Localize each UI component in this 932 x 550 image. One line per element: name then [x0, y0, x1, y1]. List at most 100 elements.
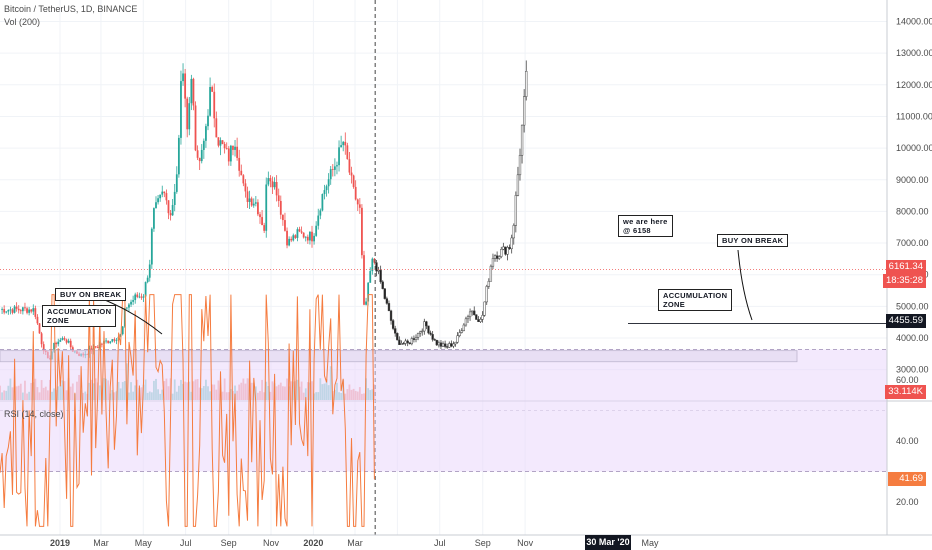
- candle-body: [113, 339, 116, 341]
- candle-body: [489, 265, 493, 282]
- time-tick-label: Nov: [517, 538, 534, 548]
- last-price-tag: 6161.34: [885, 260, 926, 274]
- candle-body: [1, 309, 3, 310]
- candle-body: [381, 281, 384, 289]
- time-tick-label: Jul: [434, 538, 446, 548]
- candle-body: [61, 338, 64, 340]
- time-tick-label: 2019: [50, 538, 70, 548]
- candle-body: [342, 141, 345, 146]
- candle-body: [271, 181, 274, 188]
- candle-body: [421, 330, 424, 333]
- candle-body: [321, 194, 324, 211]
- we-are-here-note[interactable]: we are here @ 6158: [618, 215, 673, 237]
- candle-body: [456, 335, 459, 343]
- candle-body: [281, 214, 284, 221]
- candle-body: [286, 230, 288, 246]
- candle-body: [215, 118, 218, 138]
- candle-body: [296, 229, 299, 238]
- candle-body: [371, 258, 374, 272]
- candle-body: [173, 191, 176, 205]
- buy-on-break-note-right[interactable]: BUY ON BREAK: [717, 234, 789, 247]
- candle-body: [227, 148, 230, 162]
- candle-body: [387, 303, 391, 312]
- candle-body: [309, 231, 311, 241]
- candle-body: [265, 184, 268, 231]
- candle-body: [263, 225, 266, 231]
- candle-body: [306, 236, 309, 241]
- price-lines: [0, 0, 887, 535]
- candle-body: [319, 210, 322, 216]
- candle-body: [425, 321, 428, 327]
- candle-body: [186, 98, 189, 130]
- time-tick-label: Sep: [475, 538, 491, 548]
- candle-body: [240, 170, 243, 176]
- candle-body: [504, 246, 507, 255]
- note-line: BUY ON BREAK: [722, 236, 784, 245]
- candle-body: [13, 306, 16, 313]
- candle-body: [257, 202, 259, 215]
- candle-body: [184, 73, 187, 99]
- candle-body: [55, 342, 58, 345]
- candle-body: [128, 304, 130, 308]
- candle-body: [471, 310, 474, 313]
- candle-body: [69, 340, 72, 348]
- candle-body: [109, 341, 112, 343]
- candle-body: [284, 220, 286, 231]
- candle-body: [435, 339, 438, 346]
- symbol-legend[interactable]: Bitcoin / TetherUS, 1D, BINANCE: [4, 4, 138, 14]
- time-tick-label: Mar: [347, 538, 363, 548]
- candle-body: [19, 310, 22, 312]
- candle-body: [485, 286, 488, 303]
- time-tick-label: May: [641, 538, 659, 548]
- candle-body: [466, 316, 470, 320]
- candle-body: [198, 157, 201, 162]
- candle-body: [477, 319, 480, 323]
- time-tick-label: Mar: [93, 538, 109, 548]
- price-tick-label: 7000.00: [896, 238, 929, 248]
- candle-body: [150, 228, 153, 265]
- price-tick-label: 3000.00: [896, 365, 929, 375]
- candle-body: [427, 325, 430, 334]
- candle-body: [311, 231, 313, 242]
- candle-body: [171, 204, 174, 216]
- buy-on-break-note-left[interactable]: BUY ON BREAK: [55, 288, 127, 301]
- candle-body: [498, 256, 501, 259]
- candle-body: [481, 315, 484, 320]
- rsi-tick-label: 40.00: [896, 436, 919, 446]
- candle-body: [161, 191, 164, 195]
- candle-body: [202, 140, 205, 150]
- candle-body: [290, 238, 293, 241]
- candle-body: [396, 333, 399, 341]
- candle-body: [448, 343, 451, 348]
- candle-body: [254, 202, 257, 204]
- time-tick-label: Sep: [221, 538, 237, 548]
- candle-body: [157, 198, 159, 203]
- candle-body: [292, 235, 295, 241]
- note-line: ACCUMULATION: [663, 291, 728, 300]
- candle-body: [167, 200, 170, 214]
- price-tick-label: 13000.00: [896, 48, 932, 58]
- candle-body: [142, 296, 145, 298]
- accumulation-zone-note-right[interactable]: ACCUMULATION ZONE: [658, 289, 733, 311]
- accumulation-zone-note-left[interactable]: ACCUMULATION ZONE: [42, 305, 117, 327]
- candle-body: [352, 175, 355, 187]
- candle-body: [363, 255, 365, 305]
- candle-body: [140, 296, 143, 298]
- candle-body: [408, 342, 411, 345]
- rsi-line: [0, 294, 375, 527]
- candle-body: [101, 343, 103, 345]
- candle-body: [94, 346, 97, 348]
- candle-body: [273, 181, 276, 188]
- candle-body: [277, 195, 280, 201]
- countdown-tag: 18:35:28: [883, 274, 926, 288]
- rsi-legend[interactable]: RSI (14, close): [4, 409, 64, 419]
- candle-body: [323, 190, 326, 195]
- time-tick-label: Jul: [180, 538, 192, 548]
- candle-body: [146, 277, 149, 283]
- volume-legend[interactable]: Vol (200): [4, 17, 41, 27]
- candle-body: [242, 175, 245, 184]
- candle-body: [28, 309, 31, 313]
- candle-body: [433, 339, 436, 341]
